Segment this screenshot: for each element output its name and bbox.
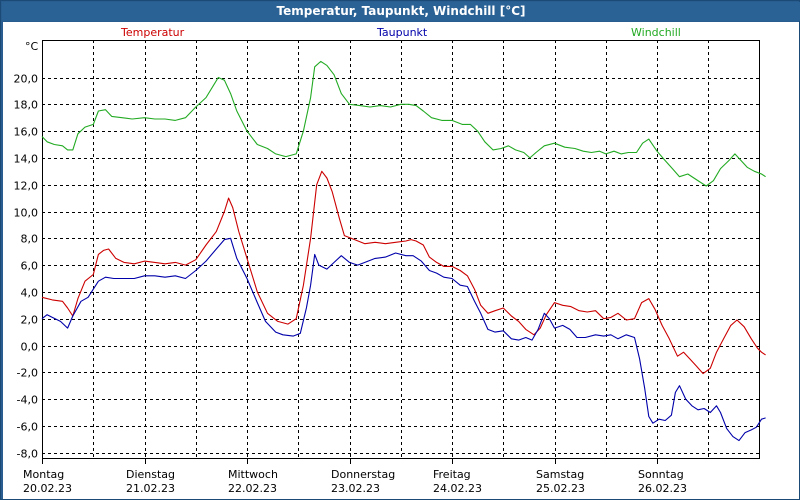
series-line-windchill xyxy=(41,60,766,187)
chart-svg: 20,0 18,0 16,0 14,0 12,0 10,0 8,0 6,0 4,0 2,0 0,0 -… xyxy=(14,26,766,495)
legend-temperatur: Temperatur xyxy=(120,26,185,39)
x-tick-date-label: 24.02.23 xyxy=(433,482,482,495)
y-tick-label: 2,0 xyxy=(21,314,39,327)
x-tick-day-label: Dienstag xyxy=(126,468,175,481)
y-tick-label: 4,0 xyxy=(21,287,39,300)
x-tick-date-label: 21.02.23 xyxy=(126,482,175,495)
y-tick-label: 20,0 xyxy=(14,73,39,86)
plot-border xyxy=(42,40,760,459)
legend-windchill: Windchill xyxy=(631,26,681,39)
x-tick-day-label: Montag xyxy=(23,468,64,481)
y-tick-label: 18,0 xyxy=(14,99,39,112)
chart-title: Temperatur, Taupunkt, Windchill [°C] xyxy=(2,2,800,21)
chart-canvas: 20,0 18,0 16,0 14,0 12,0 10,0 8,0 6,0 4,0 2,0 0,0 -… xyxy=(3,22,799,499)
series-line-taupunkt xyxy=(41,237,766,442)
y-tick-label: 12,0 xyxy=(14,180,39,193)
y-axis-unit-label: °C xyxy=(25,40,39,53)
x-tick-date-label: 26.02.23 xyxy=(638,482,687,495)
x-tick-date-label: 25.02.23 xyxy=(536,482,585,495)
x-tick-day-label: Mittwoch xyxy=(228,468,278,481)
legend-taupunkt: Taupunkt xyxy=(376,26,428,39)
x-tick-date-label: 20.02.23 xyxy=(23,482,72,495)
y-tick-label: 6,0 xyxy=(21,260,39,273)
y-tick-label: 10,0 xyxy=(14,207,39,220)
y-tick-label: -2,0 xyxy=(17,367,38,380)
y-tick-label: 16,0 xyxy=(14,126,39,139)
x-tick-day-label: Freitag xyxy=(433,468,471,481)
x-tick-date-label: 22.02.23 xyxy=(228,482,277,495)
series-line-temperatur xyxy=(41,170,766,375)
x-tick-day-label: Samstag xyxy=(536,468,584,481)
y-tick-label: 8,0 xyxy=(21,233,39,246)
y-tick-label: -4,0 xyxy=(17,394,38,407)
x-tick-day-label: Donnerstag xyxy=(331,468,395,481)
x-tick-date-label: 23.02.23 xyxy=(331,482,380,495)
y-tick-label: -8,0 xyxy=(17,448,38,461)
y-tick-label: -6,0 xyxy=(17,421,38,434)
y-tick-label: 0,0 xyxy=(21,341,39,354)
y-tick-label: 14,0 xyxy=(14,153,39,166)
x-tick-day-label: Sonntag xyxy=(638,468,684,481)
